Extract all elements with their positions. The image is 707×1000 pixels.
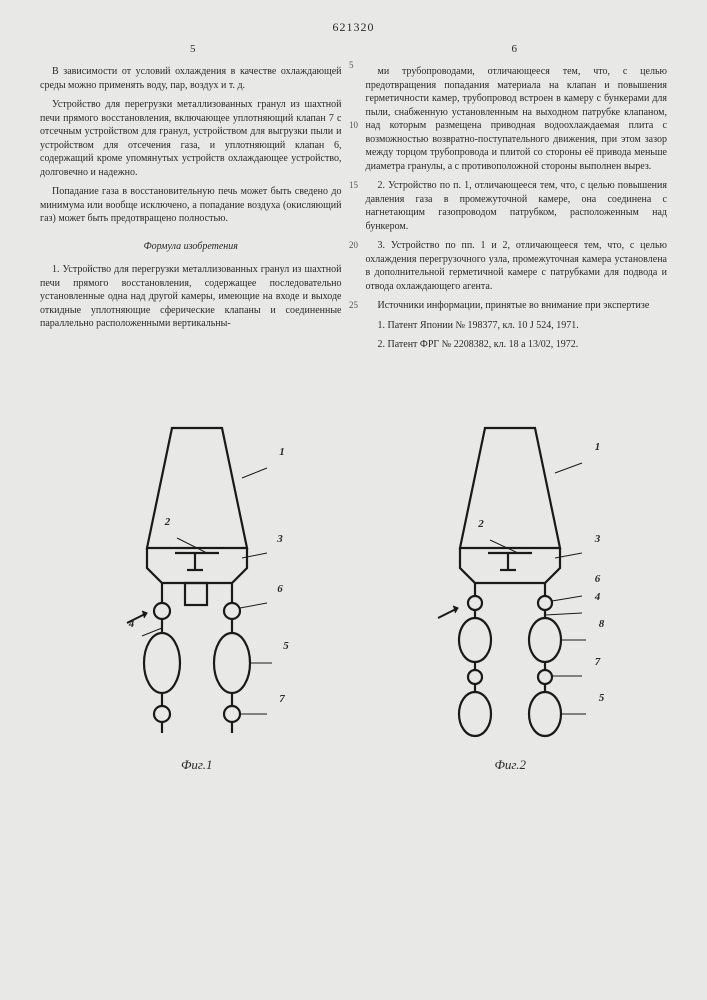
ref-5: 5 <box>283 640 289 652</box>
ref-2b: 2 <box>478 518 484 530</box>
figure-1: 1 2 3 6 4 5 7 Фиг.1 <box>87 408 307 748</box>
figure-2-label: Фиг.2 <box>400 757 620 773</box>
page-marker-left: 5 <box>190 43 196 55</box>
para: ми трубопроводами, отличающееся тем, что… <box>366 65 668 173</box>
left-column: В зависимости от условий охлаждения в ка… <box>40 65 342 358</box>
document-number: 621320 <box>40 20 667 35</box>
formula-title: Формула изобретения <box>40 240 342 254</box>
para: 2. Устройство по п. 1, отличающееся тем,… <box>366 179 668 233</box>
ref-4b: 4 <box>595 591 601 603</box>
figure-1-label: Фиг.1 <box>87 757 307 773</box>
line-num: 10 <box>349 120 358 130</box>
ref-3: 3 <box>277 533 283 545</box>
ref-7b: 7 <box>595 656 601 668</box>
page-marker-right: 6 <box>512 43 518 55</box>
line-num: 25 <box>349 300 358 310</box>
ref-2: 2 <box>165 516 171 528</box>
para: 2. Патент ФРГ № 2208382, кл. 18 a 13/02,… <box>366 338 668 352</box>
figure-2: 1 2 3 6 4 8 7 5 Фиг.2 <box>400 408 620 748</box>
para: 1. Патент Японии № 198377, кл. 10 J 524,… <box>366 319 668 333</box>
ref-1: 1 <box>279 446 285 458</box>
ref-7: 7 <box>279 693 285 705</box>
ref-6: 6 <box>277 583 283 595</box>
para: Источники информации, принятые во вниман… <box>366 299 668 313</box>
para: В зависимости от условий охлаждения в ка… <box>40 65 342 92</box>
para: Попадание газа в восстановительную печь … <box>40 185 342 226</box>
ref-6b: 6 <box>595 573 601 585</box>
line-num: 5 <box>349 60 358 70</box>
ref-5b: 5 <box>599 692 605 704</box>
line-num: 15 <box>349 180 358 190</box>
para: 1. Устройство для перегрузки металлизова… <box>40 263 342 331</box>
para: Устройство для перегрузки металлизованны… <box>40 98 342 179</box>
para: 3. Устройство по пп. 1 и 2, отличающееся… <box>366 239 668 293</box>
ref-1b: 1 <box>595 441 601 453</box>
ref-8b: 8 <box>599 618 605 630</box>
line-numbers: 5 10 15 20 25 <box>349 60 358 310</box>
ref-3b: 3 <box>595 533 601 545</box>
right-column: ми трубопроводами, отличающееся тем, что… <box>366 65 668 358</box>
ref-4: 4 <box>129 618 135 630</box>
line-num: 20 <box>349 240 358 250</box>
